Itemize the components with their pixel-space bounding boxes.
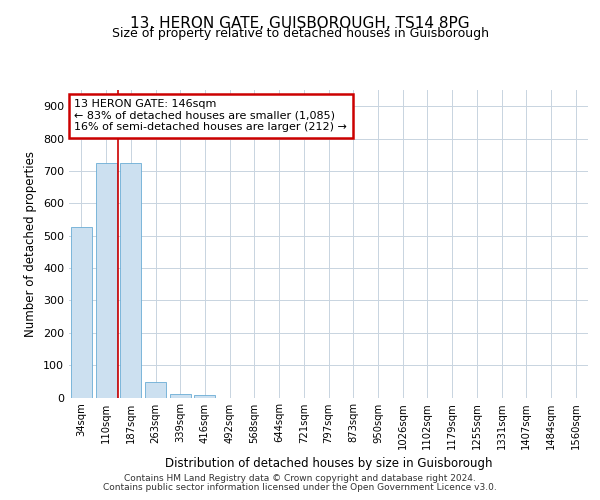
Text: 13 HERON GATE: 146sqm
← 83% of detached houses are smaller (1,085)
16% of semi-d: 13 HERON GATE: 146sqm ← 83% of detached … xyxy=(74,99,347,132)
Bar xyxy=(170,394,191,398)
Text: Contains HM Land Registry data © Crown copyright and database right 2024.: Contains HM Land Registry data © Crown c… xyxy=(124,474,476,483)
X-axis label: Distribution of detached houses by size in Guisborough: Distribution of detached houses by size … xyxy=(165,458,492,470)
Text: Size of property relative to detached houses in Guisborough: Size of property relative to detached ho… xyxy=(112,28,488,40)
Y-axis label: Number of detached properties: Number of detached properties xyxy=(25,151,37,337)
Bar xyxy=(71,227,92,398)
Bar xyxy=(194,395,215,398)
Bar xyxy=(145,382,166,398)
Text: 13, HERON GATE, GUISBOROUGH, TS14 8PG: 13, HERON GATE, GUISBOROUGH, TS14 8PG xyxy=(130,16,470,31)
Text: Contains public sector information licensed under the Open Government Licence v3: Contains public sector information licen… xyxy=(103,484,497,492)
Bar xyxy=(120,162,141,398)
Bar xyxy=(95,162,116,398)
